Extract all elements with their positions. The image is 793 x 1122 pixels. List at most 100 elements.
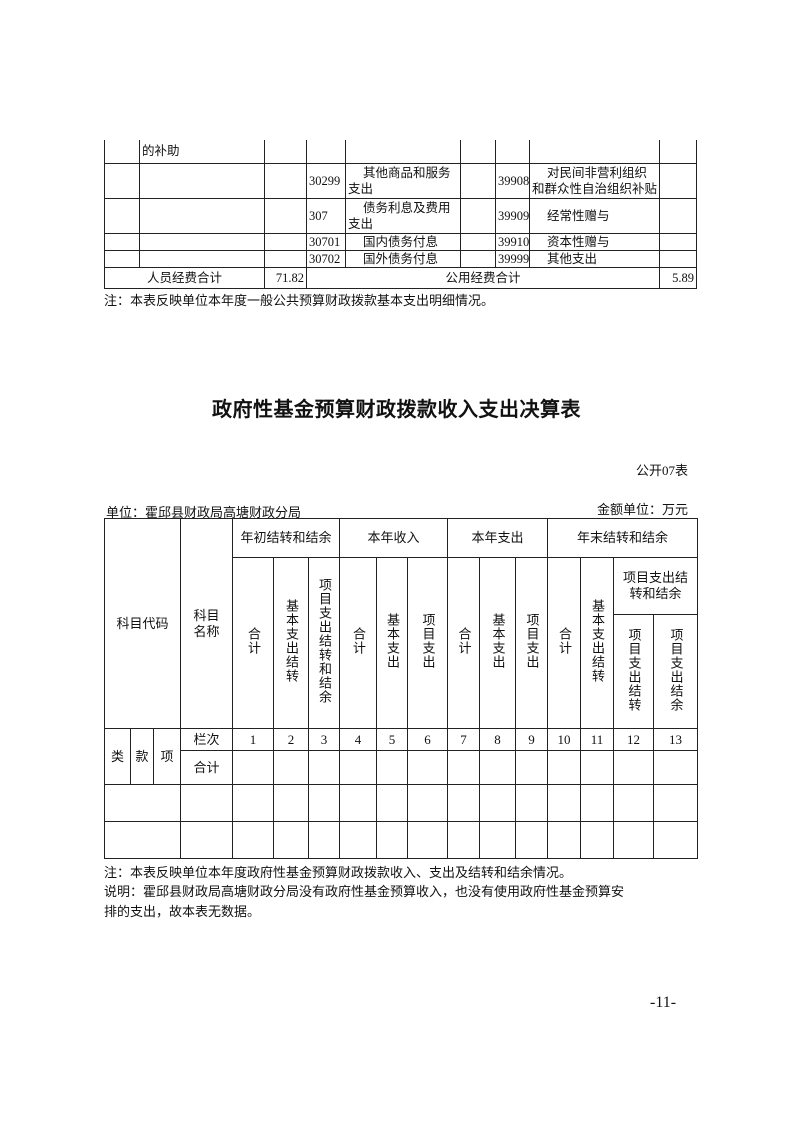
table-cell — [659, 249, 697, 268]
table-cell — [104, 140, 140, 164]
header-current-income: 本年收入 — [339, 518, 448, 558]
header-subject-name: 科目名称 — [180, 518, 233, 729]
table-cell — [139, 162, 265, 199]
table-cell — [613, 784, 654, 822]
table-cell — [479, 821, 516, 859]
table-cell — [273, 784, 309, 822]
header-total: 合计 — [547, 557, 581, 729]
table-cell — [232, 750, 274, 785]
table-cell: 39908 — [495, 162, 530, 199]
table-cell — [659, 197, 697, 234]
header-total: 合计 — [232, 557, 274, 729]
column-number: 5 — [376, 728, 408, 751]
table-cell — [139, 249, 265, 268]
column-number-label: 栏次 — [180, 728, 233, 751]
table-cell — [308, 784, 340, 822]
column-number: 13 — [652, 728, 699, 751]
table-row — [104, 821, 699, 859]
personnel-total-value: 71.82 — [264, 266, 307, 289]
basic-expenditure-table-continued: 的补助 30299 其他商品和服务支出 39908 对民间非营利组织和群众性自治组织补贴… — [104, 140, 697, 289]
header-basic-expense: 基本支出 — [376, 557, 408, 729]
header-basic-expense: 基本支出 — [479, 557, 516, 729]
table-cell — [376, 784, 408, 822]
table-cell — [479, 750, 516, 785]
totals-row: 人员经费合计 71.82 公用经费合计 5.89 — [104, 266, 697, 289]
table-cell — [547, 750, 581, 785]
column-number: 9 — [515, 728, 548, 751]
table-cell — [376, 750, 408, 785]
table-row: 307 债务利息及费用支出 39909 经常性赠与 — [104, 197, 697, 234]
table-cell: 30701 — [306, 232, 346, 251]
table-cell — [104, 232, 140, 251]
table-cell: 307 — [306, 197, 346, 234]
table-cell — [515, 750, 548, 785]
table-cell — [232, 784, 274, 822]
table-cell — [306, 140, 346, 164]
table-row: 30701 国内债务付息 39910 资本性赠与 — [104, 232, 697, 251]
public-total-label: 公用经费合计 — [306, 266, 660, 289]
table-row: 30299 其他商品和服务支出 39908 对民间非营利组织和群众性自治组织补贴 — [104, 162, 697, 199]
table-number: 公开07表 — [635, 463, 688, 478]
table-cell: 资本性赠与 — [529, 232, 660, 251]
header-subject-code: 科目代码 — [104, 518, 181, 729]
table-cell — [308, 821, 340, 859]
table-cell — [613, 821, 654, 859]
table-cell — [659, 232, 697, 251]
header-current-expense: 本年支出 — [447, 518, 548, 558]
table-cell: 39910 — [495, 232, 530, 251]
table-cell — [652, 784, 699, 822]
table-cell — [139, 197, 265, 234]
table-cell — [652, 821, 699, 859]
header-lei: 类 — [104, 728, 131, 785]
table-cell — [139, 232, 265, 251]
column-number: 4 — [339, 728, 377, 751]
table-cell — [273, 750, 309, 785]
table-cell — [407, 784, 448, 822]
header-project-expense: 项目支出 — [515, 557, 548, 729]
table-cell — [345, 140, 461, 164]
table-cell — [652, 750, 699, 785]
personnel-total-label: 人员经费合计 — [104, 266, 265, 289]
note-line-3: 排的支出，故本表无数据。 — [104, 904, 261, 919]
column-number: 2 — [273, 728, 309, 751]
table-row — [104, 784, 699, 822]
table-cell: 其他支出 — [529, 249, 660, 268]
table-cell — [460, 232, 496, 251]
column-number: 6 — [407, 728, 448, 751]
header-basic-carry: 基本支出结转 — [580, 557, 614, 729]
header-project-carry-balance: 项目支出结转和结余 — [308, 557, 340, 729]
table-cell — [495, 140, 530, 164]
table-cell — [264, 232, 307, 251]
table-cell: 经常性赠与 — [529, 197, 660, 234]
table-cell — [339, 784, 377, 822]
table-cell — [180, 784, 233, 822]
header-closing-balance: 年末结转和结余 — [546, 518, 699, 558]
table-cell — [479, 784, 516, 822]
table-cell — [515, 821, 548, 859]
table-cell — [447, 821, 480, 859]
table-cell — [264, 197, 307, 234]
page-number: -11- — [650, 994, 677, 1011]
note-line-2: 说明：霍邱县财政局高塘财政分局没有政府性基金预算收入，也没有使用政府性基金预算安 — [104, 884, 625, 899]
note-line-1: 注：本表反映单位本年度政府性基金预算财政拨款收入、支出及结转和结余情况。 — [104, 865, 573, 880]
header-basic-carry: 基本支出结转 — [273, 557, 309, 729]
table-cell — [264, 162, 307, 199]
table-cell — [104, 197, 140, 234]
header-project-carry: 项目支出结转 — [613, 614, 654, 729]
header-project-expense: 项目支出 — [407, 557, 448, 729]
table-cell — [232, 821, 274, 859]
table-cell — [659, 140, 697, 164]
table-cell — [104, 162, 140, 199]
column-number: 10 — [547, 728, 581, 751]
table-cell: 债务利息及费用支出 — [345, 197, 461, 234]
government-fund-table: 科目代码 科目名称 年初结转和结余 本年收入 本年支出 年末结转和结余 合计 基… — [104, 518, 699, 859]
table-cell — [580, 784, 614, 822]
column-number: 11 — [580, 728, 614, 751]
column-number: 3 — [308, 728, 340, 751]
table-cell — [580, 821, 614, 859]
table-cell — [407, 750, 448, 785]
table-cell: 对民间非营利组织和群众性自治组织补贴 — [529, 162, 660, 199]
table-cell — [460, 197, 496, 234]
table-cell: 的补助 — [139, 140, 265, 164]
table-cell — [407, 821, 448, 859]
